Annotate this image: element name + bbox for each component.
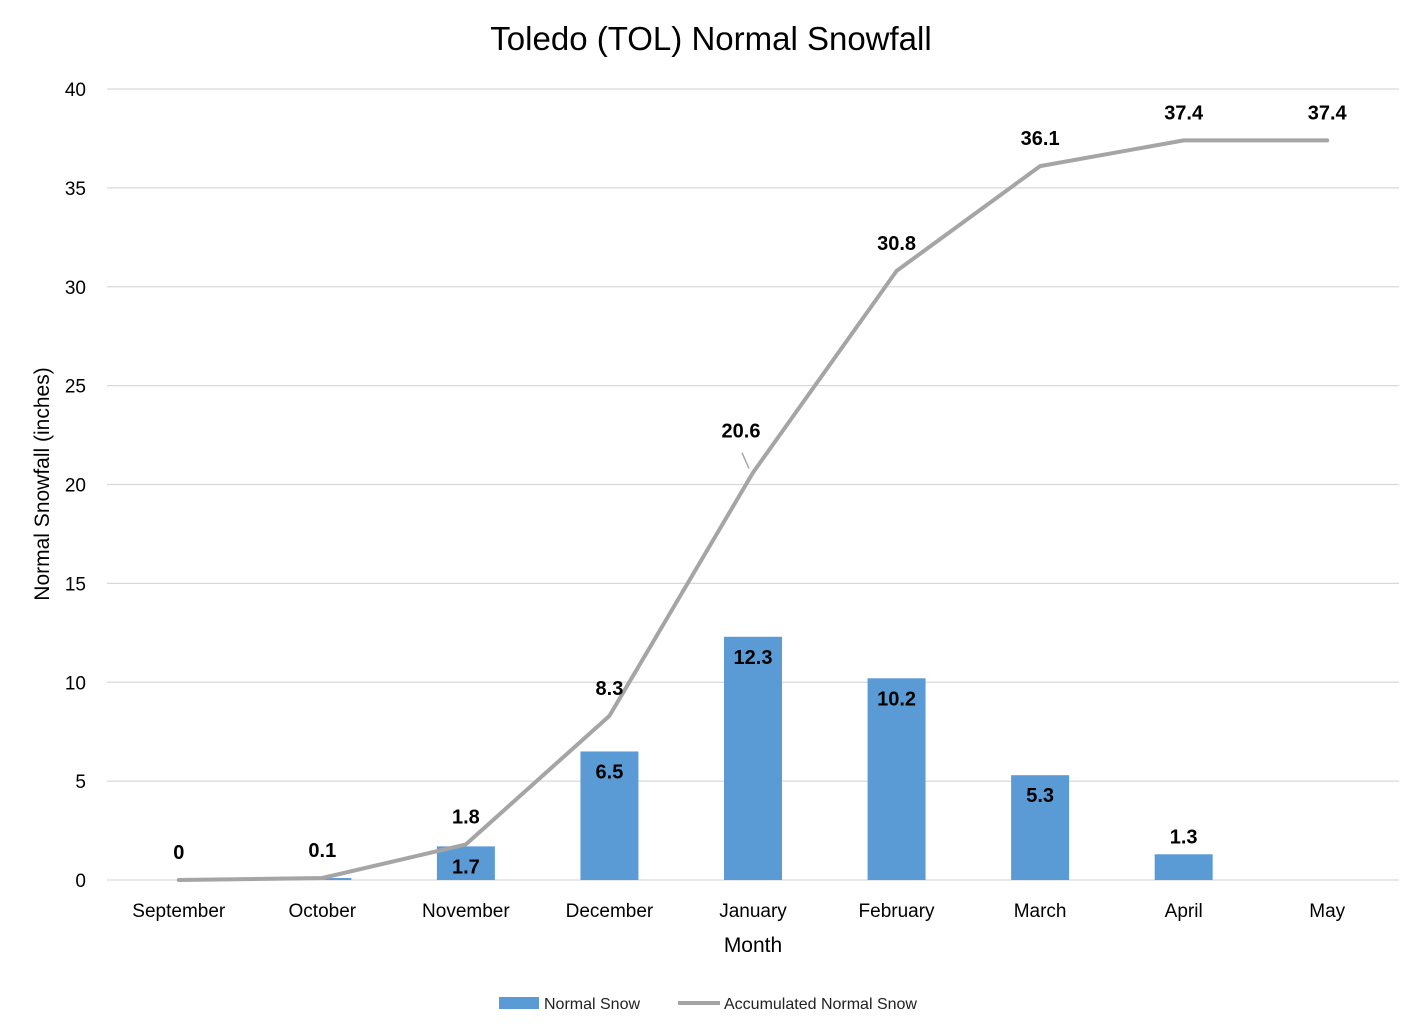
bar-data-label: 1.7 — [452, 856, 480, 878]
legend: Normal Snow Accumulated Normal Snow — [499, 996, 917, 1013]
bar — [1154, 854, 1213, 880]
line-series — [176, 138, 1330, 882]
y-tick-label: 0 — [75, 871, 86, 892]
x-tick-label: March — [1014, 901, 1067, 922]
line-data-label: 37.4 — [1164, 102, 1204, 124]
bar-data-label: 5.3 — [1026, 785, 1054, 807]
x-axis-ticks: September October November December January F… — [132, 901, 1345, 922]
bar — [867, 678, 926, 880]
y-axis-title: Normal Snowfall (inches) — [31, 367, 54, 600]
bar-data-label: 12.3 — [734, 647, 773, 669]
y-tick-label: 25 — [65, 377, 86, 398]
x-tick-label: February — [859, 901, 936, 922]
y-tick-label: 10 — [65, 673, 86, 694]
legend-label: Accumulated Normal Snow — [724, 996, 917, 1013]
line-data-label: 37.4 — [1308, 102, 1348, 124]
data-label-leader — [741, 452, 750, 469]
x-tick-label: May — [1309, 901, 1345, 922]
y-tick-label: 35 — [65, 179, 86, 200]
line-data-label: 0.1 — [308, 840, 336, 862]
bar-series — [293, 636, 1213, 880]
legend-label: Normal Snow — [544, 996, 640, 1013]
x-axis-title: Month — [724, 934, 782, 957]
bar — [724, 636, 782, 880]
series-line — [176, 138, 1330, 882]
bar-data-label: 1.3 — [1170, 826, 1198, 848]
x-tick-label: November — [422, 901, 510, 922]
legend-swatch-bar — [499, 997, 539, 1009]
line-data-label: 30.8 — [877, 233, 916, 255]
y-tick-label: 20 — [65, 476, 86, 497]
chart-title: Toledo (TOL) Normal Snowfall — [490, 20, 931, 57]
line-data-label: 0 — [173, 842, 184, 864]
bar-data-label: 6.5 — [596, 761, 624, 783]
x-tick-label: April — [1165, 901, 1203, 922]
x-tick-label: January — [719, 901, 787, 922]
data-labels: 1.7 6.5 12.3 10.2 5.3 1.3 0 0.1 1.8 8.3 20.6 30.8 36… — [173, 102, 1347, 878]
line-data-label: 20.6 — [722, 421, 761, 443]
y-tick-label: 30 — [65, 278, 86, 299]
x-tick-label: December — [566, 901, 654, 922]
gridlines — [107, 88, 1399, 881]
line-data-label: 1.8 — [452, 806, 480, 828]
y-tick-label: 40 — [65, 80, 86, 101]
line-data-label: 8.3 — [596, 678, 624, 700]
bar-data-label: 10.2 — [877, 688, 916, 710]
y-axis-ticks: 0 5 10 15 20 25 30 35 40 — [65, 80, 86, 892]
y-tick-label: 15 — [65, 574, 86, 595]
line-data-label: 36.1 — [1021, 128, 1060, 150]
bar — [436, 846, 495, 880]
bar — [580, 751, 639, 880]
x-tick-label: September — [132, 901, 226, 922]
y-tick-label: 5 — [75, 772, 86, 793]
x-tick-label: October — [289, 901, 357, 922]
bar — [1011, 775, 1070, 880]
